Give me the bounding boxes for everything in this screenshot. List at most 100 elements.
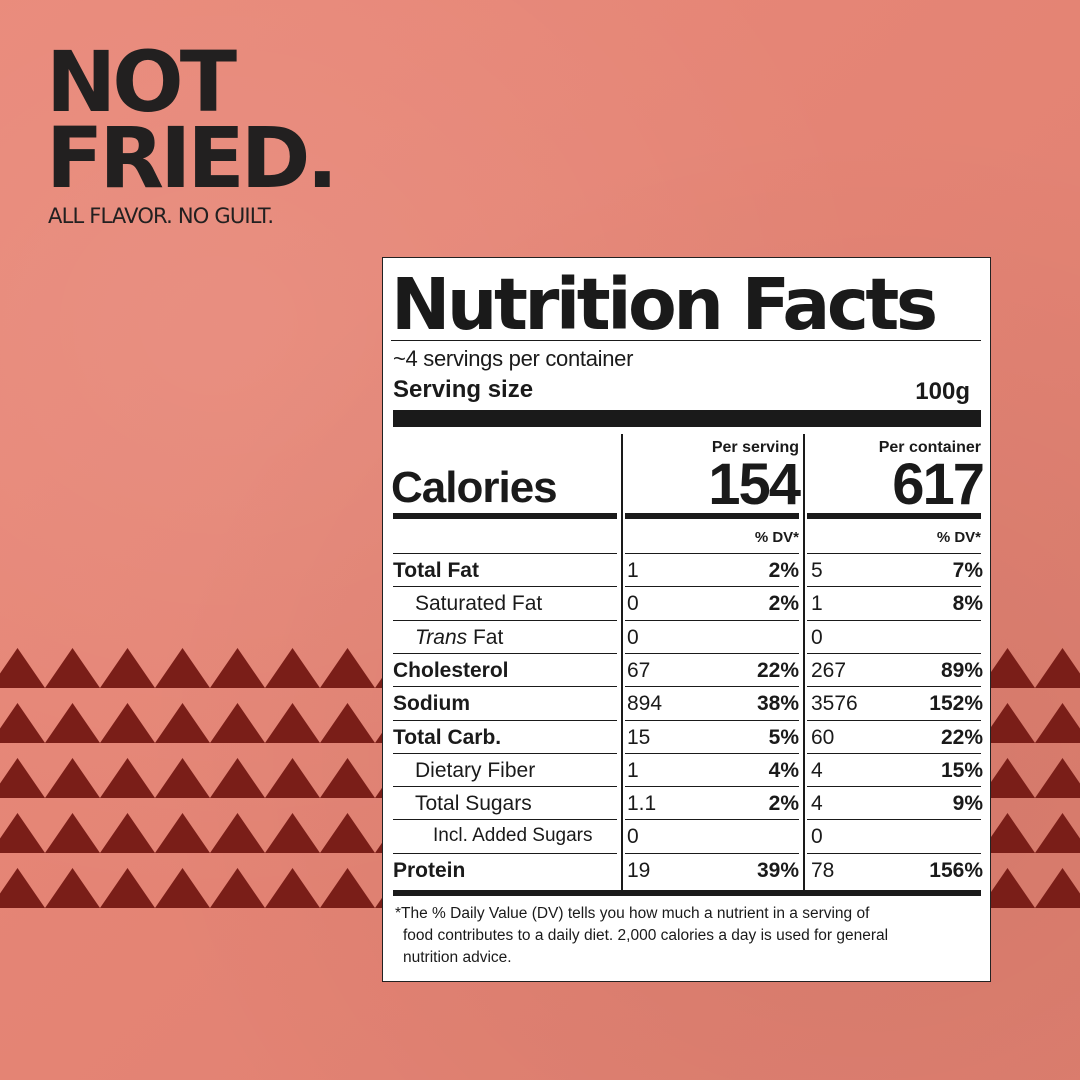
container-amount: 1 (811, 592, 823, 616)
per-container-label: Per container (878, 439, 981, 456)
container-daily-value: 89% (940, 658, 983, 682)
row-divider (393, 819, 617, 821)
row-divider (393, 586, 617, 588)
nutrition-facts-label: Nutrition Facts ~4 servings per containe… (382, 257, 991, 982)
row-divider (625, 786, 799, 788)
row-divider (625, 686, 799, 688)
bottom-rule (393, 890, 981, 896)
row-divider (807, 719, 981, 721)
container-daily-value: 9% (952, 792, 983, 816)
serving-amount: 0 (627, 825, 639, 849)
calories-rule (393, 513, 617, 519)
nutrient-name: Incl. Added Sugars (433, 825, 593, 847)
row-divider (625, 719, 799, 721)
footnote-line-3: nutrition advice. (403, 949, 512, 966)
thick-divider (393, 410, 981, 427)
serving-amount: 19 (627, 858, 651, 882)
container-amount: 78 (811, 858, 835, 882)
serving-daily-value: 2% (768, 792, 799, 816)
container-amount: 0 (811, 825, 823, 849)
serving-daily-value: 39% (756, 858, 799, 882)
nutrient-name: Total Carb. (393, 725, 502, 749)
tagline: ALL FLAVOR. NO GUILT. (48, 204, 274, 228)
container-amount: 267 (811, 658, 847, 682)
row-divider (393, 752, 617, 754)
container-amount: 4 (811, 792, 823, 816)
serving-daily-value: 5% (768, 725, 799, 749)
nutrient-name: Total Sugars (415, 792, 532, 816)
row-divider (625, 652, 799, 654)
row-divider (625, 819, 799, 821)
row-divider (393, 686, 617, 688)
serving-daily-value: 2% (768, 592, 799, 616)
row-divider (807, 852, 981, 854)
serving-amount: 15 (627, 725, 651, 749)
container-amount: 60 (811, 725, 835, 749)
row-divider (625, 619, 799, 621)
serving-daily-value: 2% (768, 559, 799, 582)
container-daily-value: 15% (940, 758, 983, 782)
container-daily-value: 156% (929, 858, 983, 882)
footnote-line-1: *The % Daily Value (DV) tells you how mu… (395, 905, 870, 922)
nutrient-name: Sodium (393, 692, 470, 716)
container-daily-value: 152% (929, 692, 983, 716)
row-divider (393, 619, 617, 621)
nutrient-name: Dietary Fiber (415, 758, 536, 782)
nutrient-name-italic: Trans (415, 625, 468, 649)
container-amount: 3576 (811, 692, 858, 716)
per-serving-label: Per serving (711, 439, 799, 456)
container-amount: 5 (811, 559, 823, 582)
container-daily-value: 22% (940, 725, 983, 749)
headline-line-1: NOT (46, 33, 237, 131)
row-divider (807, 752, 981, 754)
column-separator-1 (621, 434, 623, 890)
headline-line-2: FRIED. (46, 109, 338, 207)
nutrient-name: Protein (393, 858, 466, 882)
row-divider (625, 752, 799, 754)
serving-size-label: Serving size (393, 376, 534, 403)
serving-amount: 1 (627, 559, 639, 582)
nutrient-name: Cholesterol (393, 658, 509, 682)
serving-size-value: 100g (915, 378, 970, 405)
calories-per-serving: 154 (708, 452, 801, 517)
serving-daily-value: 22% (756, 658, 799, 682)
serving-amount: 1 (627, 758, 639, 782)
serving-daily-value: 4% (768, 758, 799, 782)
container-daily-value: 8% (952, 592, 983, 616)
container-daily-value: 7% (952, 559, 983, 582)
row-divider (625, 852, 799, 854)
serving-amount: 0 (627, 625, 639, 649)
nutrient-name: Saturated Fat (415, 592, 543, 616)
nutrition-facts-title: Nutrition Facts (391, 263, 938, 346)
footnote-line-2: food contributes to a daily diet. 2,000 … (403, 927, 889, 944)
serving-amount: 894 (627, 692, 663, 716)
row-divider (393, 786, 617, 788)
calories-rule (625, 513, 799, 519)
serving-daily-value: 38% (756, 692, 799, 716)
container-amount: 0 (811, 625, 823, 649)
dv-header-container: % DV* (936, 529, 981, 546)
row-divider (807, 686, 981, 688)
headline: NOT FRIED. (46, 33, 338, 207)
row-divider (807, 652, 981, 654)
row-divider (807, 553, 981, 554)
row-divider (393, 553, 617, 554)
row-divider (625, 586, 799, 588)
calories-label: Calories (391, 463, 558, 512)
row-divider (807, 819, 981, 821)
nutrient-name: Total Fat (393, 559, 479, 582)
dv-header-serving: % DV* (754, 529, 799, 546)
row-divider (393, 852, 617, 854)
divider (391, 340, 981, 341)
serving-amount: 67 (627, 658, 651, 682)
container-amount: 4 (811, 758, 823, 782)
row-divider (807, 619, 981, 621)
servings-per-container: ~4 servings per container (393, 346, 634, 371)
column-separator-2 (803, 434, 805, 890)
row-divider (393, 652, 617, 654)
calories-rule (807, 513, 981, 519)
nutrient-name: Trans Fat (415, 627, 503, 648)
row-divider (393, 719, 617, 721)
row-divider (807, 586, 981, 588)
row-divider (625, 553, 799, 554)
